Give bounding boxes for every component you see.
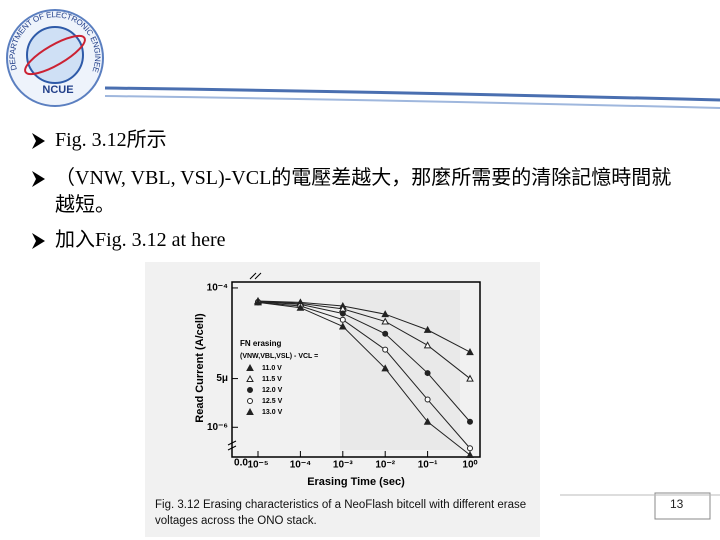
legend-label: 12.0 V bbox=[262, 387, 283, 394]
marker bbox=[423, 417, 432, 425]
marker bbox=[381, 310, 390, 318]
marker bbox=[254, 298, 262, 306]
x-tick-label: 10⁰ bbox=[462, 460, 477, 471]
marker bbox=[296, 303, 305, 311]
logo-core bbox=[26, 26, 84, 84]
figure-caption: Fig. 3.12 Erasing characteristics of a N… bbox=[155, 499, 527, 527]
x-tick-label: 10⁻² bbox=[375, 460, 395, 471]
marker bbox=[466, 348, 474, 356]
x-tick-label: 10⁻¹ bbox=[418, 460, 438, 471]
marker bbox=[424, 370, 431, 377]
marker bbox=[423, 341, 432, 349]
bullet: （VNW, VBL, VSL)-VCL的電壓差越大，那麼所需要的清除記憶時間就越… bbox=[55, 167, 672, 216]
marker bbox=[338, 322, 347, 330]
marker bbox=[339, 310, 346, 317]
figure-shade bbox=[340, 290, 460, 450]
bullet: 加入Fig. 3.12 at here bbox=[55, 229, 226, 251]
bullet-arrow bbox=[32, 233, 45, 249]
x-tick-label: 10⁻³ bbox=[333, 460, 353, 471]
legend-label: 12.5 V bbox=[262, 398, 283, 405]
marker bbox=[466, 374, 474, 382]
series-line bbox=[257, 301, 471, 449]
y-tick-label: 10⁻⁴ bbox=[207, 283, 228, 294]
legend-marker bbox=[247, 387, 253, 393]
legend-marker bbox=[246, 407, 254, 415]
legend-label: 11.0 V bbox=[262, 365, 282, 372]
legend-label: 11.5 V bbox=[262, 376, 282, 383]
series-line bbox=[257, 301, 471, 456]
x-tick-label: 10⁻⁴ bbox=[290, 460, 311, 471]
legend-subtitle: (VNW,VBL,VSL) - VCL = bbox=[240, 353, 318, 360]
y-tick-label: 10⁻⁶ bbox=[207, 422, 228, 433]
marker bbox=[381, 364, 390, 372]
x-tick-label: 10⁻⁵ bbox=[247, 460, 268, 471]
marker bbox=[467, 445, 473, 452]
bullet-arrow bbox=[32, 171, 45, 187]
legend-marker bbox=[246, 363, 254, 371]
y-axis-label: Read Current (A/cell) bbox=[194, 313, 206, 423]
marker bbox=[382, 330, 389, 337]
legend-marker bbox=[246, 374, 254, 382]
x-origin-label: 0.0 bbox=[234, 458, 248, 469]
series-line bbox=[257, 300, 471, 379]
x-axis-label: Erasing Time (sec) bbox=[307, 476, 405, 488]
legend-title: FN erasing bbox=[240, 339, 281, 348]
legend-label: 13.0 V bbox=[262, 409, 283, 416]
marker bbox=[466, 450, 474, 458]
legend-marker bbox=[247, 398, 253, 404]
axis-break bbox=[227, 272, 262, 451]
bullet-arrows bbox=[32, 133, 45, 249]
marker bbox=[339, 316, 346, 323]
page-number: 13 bbox=[670, 497, 684, 511]
header-line bbox=[104, 86, 720, 102]
header-line bbox=[104, 95, 720, 109]
marker bbox=[467, 418, 473, 425]
plot-frame bbox=[231, 281, 481, 458]
marker bbox=[423, 325, 432, 333]
logo-orbit bbox=[24, 34, 86, 76]
bullet-arrow bbox=[32, 133, 45, 149]
logo-name: NCUE bbox=[42, 84, 73, 96]
series-line bbox=[257, 301, 471, 423]
page-number-box bbox=[654, 492, 711, 520]
marker bbox=[424, 396, 431, 403]
marker bbox=[382, 346, 389, 353]
y-tick-label: 5μ bbox=[216, 373, 228, 384]
bullet: Fig. 3.12所示 bbox=[55, 129, 167, 151]
series-line bbox=[257, 300, 471, 353]
marker bbox=[381, 317, 390, 325]
